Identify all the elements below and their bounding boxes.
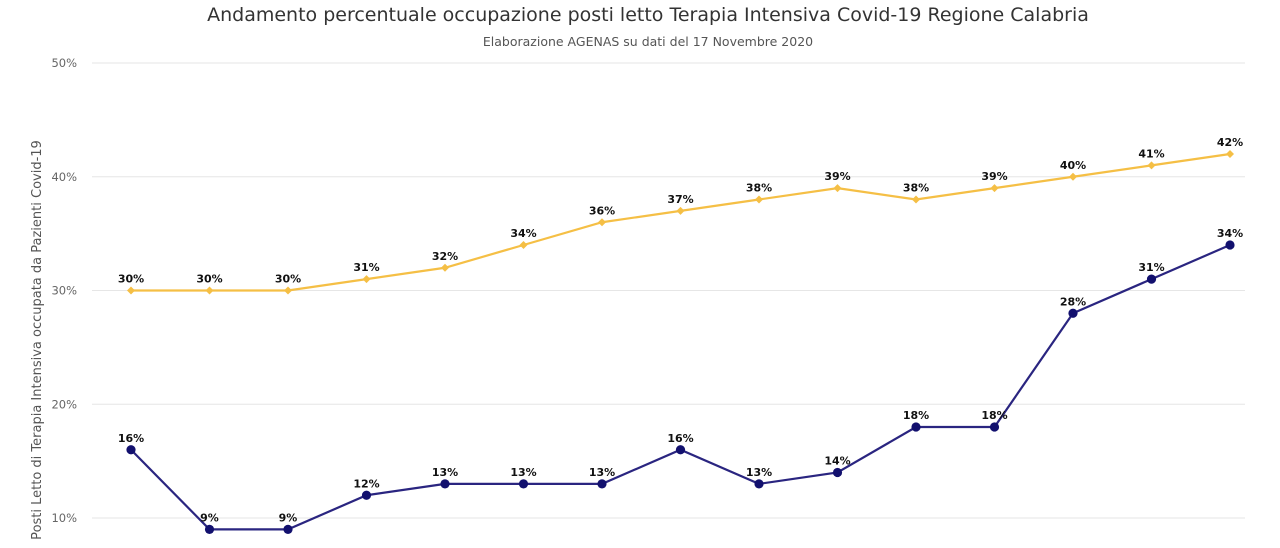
data-point xyxy=(126,445,136,455)
series-1: 16% 9% 9% 12% 13% 13% 13% 16% 13% 14% 18% 18% 28% 31%… xyxy=(118,227,1243,534)
data-point xyxy=(204,524,215,534)
data-point xyxy=(1069,172,1077,181)
data-point xyxy=(832,467,843,478)
y-tick-label: 30% xyxy=(51,284,77,298)
data-point xyxy=(519,241,528,249)
data-point xyxy=(127,286,135,295)
data-label: 14% xyxy=(824,455,850,468)
data-point xyxy=(989,422,1000,432)
y-tick-label: 50% xyxy=(51,56,77,70)
data-point xyxy=(284,286,292,295)
data-point xyxy=(1226,150,1234,158)
data-label: 30% xyxy=(196,273,222,286)
data-point xyxy=(205,286,214,295)
data-point xyxy=(361,490,372,500)
data-point xyxy=(440,479,450,489)
data-label: 13% xyxy=(589,466,615,479)
data-label: 16% xyxy=(667,432,693,445)
data-point xyxy=(518,479,529,489)
data-point xyxy=(912,195,920,204)
data-label: 31% xyxy=(353,261,379,274)
data-label: 13% xyxy=(510,466,536,479)
data-label: 39% xyxy=(981,170,1007,183)
data-label: 31% xyxy=(1138,261,1164,274)
data-label: 32% xyxy=(432,250,458,263)
data-point xyxy=(754,479,764,489)
chart-title: Andamento percentuale occupazione posti … xyxy=(207,4,1089,26)
data-point xyxy=(597,479,607,489)
data-point xyxy=(362,275,371,284)
y-tick-label: 10% xyxy=(51,511,77,525)
y-tick-label: 20% xyxy=(51,397,77,411)
data-point xyxy=(676,206,685,215)
data-label: 18% xyxy=(903,409,929,422)
data-label: 38% xyxy=(746,182,772,195)
chart-subtitle: Elaborazione AGENAS su dati del 17 Novem… xyxy=(483,34,813,49)
data-point xyxy=(283,524,293,534)
data-point xyxy=(441,263,449,272)
data-point xyxy=(911,422,921,432)
series-0: 30% 30% 30% 31% 32% 34% 36% 37% 38% 39% 38% 39% 40% 4… xyxy=(118,136,1243,295)
data-label: 30% xyxy=(275,273,301,286)
data-point xyxy=(1147,161,1156,170)
data-point xyxy=(755,195,763,204)
data-label: 13% xyxy=(432,466,458,479)
data-label: 40% xyxy=(1060,159,1086,172)
y-axis-label: Posti Letto di Terapia Intensiva occupat… xyxy=(30,140,45,540)
data-label: 9% xyxy=(279,511,298,524)
data-label: 39% xyxy=(824,170,850,183)
data-point xyxy=(833,184,842,193)
data-label: 28% xyxy=(1060,295,1086,308)
data-point xyxy=(598,218,606,227)
data-label: 18% xyxy=(981,409,1007,422)
data-point xyxy=(1225,240,1235,250)
series-line xyxy=(130,243,1231,531)
data-label: 12% xyxy=(353,477,379,490)
data-label: 30% xyxy=(118,273,144,286)
data-label: 42% xyxy=(1217,136,1243,149)
data-label: 9% xyxy=(200,511,219,524)
data-label: 34% xyxy=(510,227,536,240)
data-label: 34% xyxy=(1217,227,1243,240)
data-label: 41% xyxy=(1138,147,1164,160)
data-label: 13% xyxy=(746,466,772,479)
data-label: 38% xyxy=(903,182,929,195)
data-label: 37% xyxy=(667,193,693,206)
data-point xyxy=(675,445,686,455)
data-point xyxy=(1068,308,1078,318)
data-label: 36% xyxy=(589,204,615,217)
data-label: 16% xyxy=(118,432,144,445)
y-tick-label: 40% xyxy=(51,170,77,184)
data-point xyxy=(1146,274,1157,284)
series-line xyxy=(131,152,1231,292)
data-point xyxy=(990,184,999,193)
